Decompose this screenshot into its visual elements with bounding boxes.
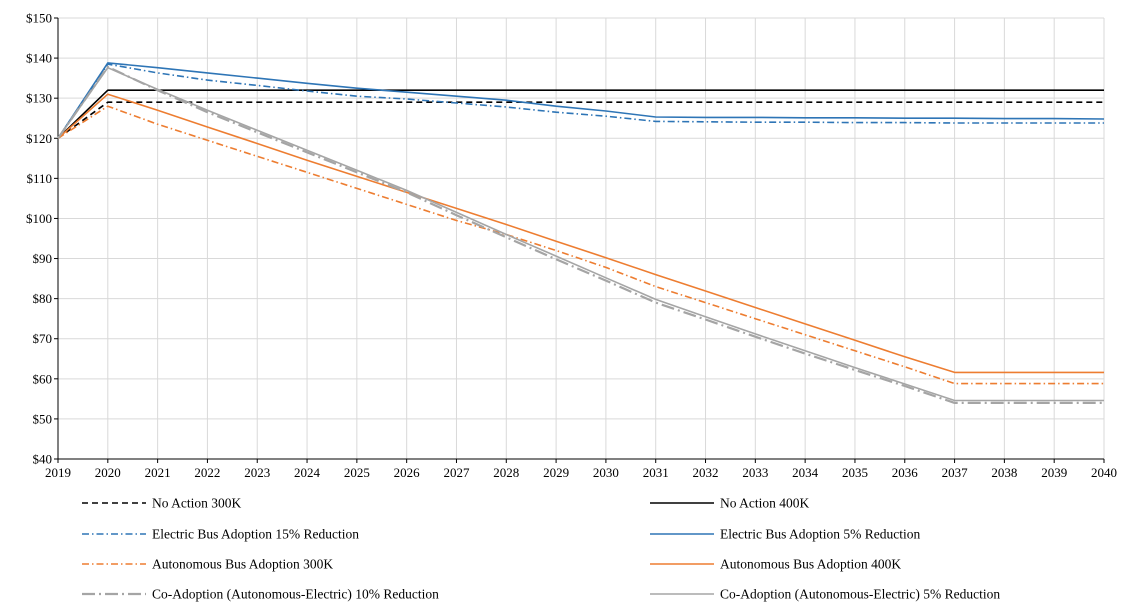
y-tick-label: $110 <box>26 171 52 186</box>
x-tick-label: 2040 <box>1091 465 1117 480</box>
series-line <box>57 89 1104 139</box>
x-tick-label: 2036 <box>892 465 919 480</box>
legend-label: Co-Adoption (Autonomous-Electric) 10% Re… <box>152 587 439 602</box>
y-tick-label: $130 <box>26 91 52 106</box>
series-lines <box>57 62 1105 404</box>
legend-label: Electric Bus Adoption 15% Reduction <box>152 527 359 542</box>
x-tick-label: 2029 <box>543 465 569 480</box>
series-line <box>57 101 1104 139</box>
y-tick-label: $40 <box>33 452 53 467</box>
x-tick-label: 2020 <box>95 465 121 480</box>
y-tick-label: $90 <box>33 251 53 266</box>
series-line <box>57 93 1104 374</box>
x-tick-label: 2026 <box>394 465 421 480</box>
y-tick-label: $140 <box>26 51 52 66</box>
series-line <box>57 62 1105 139</box>
series-line <box>57 105 1104 385</box>
y-axis-tick-labels: $40 $50 $60 $70 $80 $90 $100 $110 $120 $130 $140 $1… <box>26 11 52 467</box>
y-tick-label: $50 <box>33 411 53 426</box>
legend-label: Autonomous Bus Adoption 400K <box>720 557 901 572</box>
y-tick-label: $80 <box>33 291 53 306</box>
y-tick-label: $150 <box>26 11 52 26</box>
x-tick-label: 2022 <box>194 465 220 480</box>
x-tick-label: 2039 <box>1041 465 1067 480</box>
x-tick-label: 2038 <box>991 465 1017 480</box>
x-tick-label: 2023 <box>244 465 270 480</box>
legend-label: No Action 300K <box>152 496 241 511</box>
x-tick-label: 2027 <box>443 465 470 480</box>
y-tick-label: $100 <box>26 211 52 226</box>
legend-label: Electric Bus Adoption 5% Reduction <box>720 527 920 542</box>
series-line <box>57 63 1104 139</box>
y-tick-label: $120 <box>26 131 52 146</box>
x-tick-label: 2030 <box>593 465 619 480</box>
gridlines <box>58 17 1105 459</box>
series-line <box>57 66 1104 402</box>
x-tick-label: 2024 <box>294 465 321 480</box>
series-line <box>57 65 1104 404</box>
x-tick-label: 2034 <box>792 465 819 480</box>
x-tick-label: 2031 <box>643 465 669 480</box>
x-tick-label: 2037 <box>942 465 969 480</box>
x-axis-tick-labels: 2019 2020 2021 2022 2023 2024 2025 2026 2027 2028… <box>45 465 1117 480</box>
y-tick-label: $60 <box>33 371 53 386</box>
legend-label: Co-Adoption (Autonomous-Electric) 5% Red… <box>720 587 1000 602</box>
x-tick-label: 2019 <box>45 465 71 480</box>
legend-label: No Action 400K <box>720 496 809 511</box>
legend-label: Autonomous Bus Adoption 300K <box>152 557 333 572</box>
x-tick-label: 2028 <box>493 465 519 480</box>
x-tick-label: 2025 <box>344 465 370 480</box>
x-tick-label: 2032 <box>693 465 719 480</box>
axes <box>54 17 1105 463</box>
x-tick-label: 2021 <box>145 465 171 480</box>
y-tick-label: $70 <box>33 331 53 346</box>
x-tick-label: 2035 <box>842 465 868 480</box>
legend: No Action 300K No Action 400K Electric Bus… <box>82 496 1000 602</box>
x-tick-label: 2033 <box>742 465 768 480</box>
